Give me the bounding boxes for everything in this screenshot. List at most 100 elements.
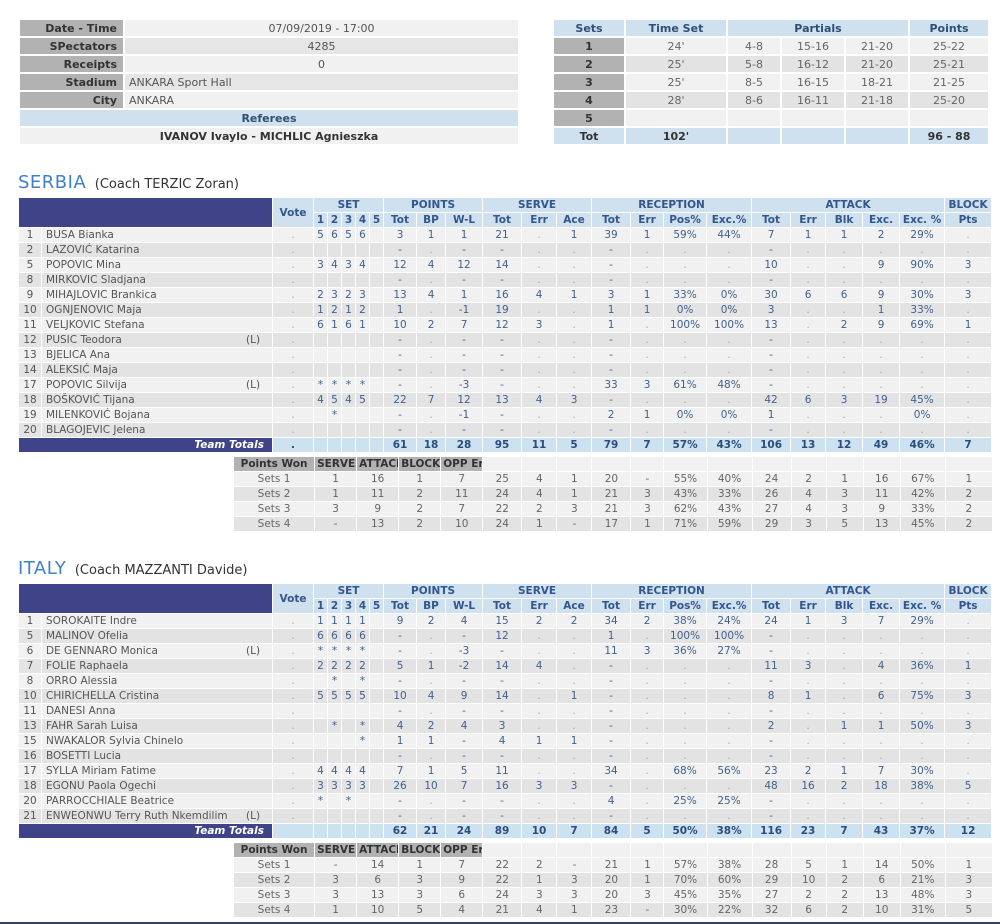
stat-cell: 2 [417,719,446,733]
stat-cell: . [900,749,945,763]
player-name-text: BOSETTI Lucia [46,750,122,762]
team-totals-stat-cell: 21 [417,824,446,838]
set-position-cell [342,809,355,823]
stat-cell: 16 [791,779,826,793]
set-position-cell: 5 [356,689,369,703]
subcolumn-header: 1 [314,213,327,227]
player-row: 1 SOROKAITE Indre. 1 1 1 1 9 2 4 15 2 2 34 2 38% 24% 24 1… [19,614,992,628]
team-totals-set-cell [356,824,369,838]
set-position-cell [342,408,355,422]
stat-cell: . [900,809,945,823]
italy-stats-body: Vote SET POINTS SERVE RECEPTION ATTACK BLOCK 1 2… [19,584,992,838]
points-won-stat-value: 1 [826,858,863,872]
stat-cell: . [826,258,863,272]
points-won-category-value: 9 [441,873,483,887]
stat-cell: - [752,333,791,347]
set-position-cell [356,408,369,422]
team-totals-stat-cell: 61 [384,438,417,452]
stat-cell: 1 [417,764,446,778]
stat-cell: . [791,303,826,317]
vote-cell: . [273,348,313,362]
stat-cell: - [446,363,483,377]
stat-cell: . [826,749,863,763]
set-points-cell: 25-21 [910,56,988,72]
player-name: LAZOVIĆ Katarina [42,243,272,257]
stat-cell: 3 [384,228,417,242]
points-won-stat-value: 35% [707,888,752,902]
set-position-cell: 1 [314,614,327,628]
set-partial-cell: 21-20 [846,38,908,54]
stat-cell: 3 [826,393,863,407]
stat-cell: . [945,408,992,422]
stat-cell: . [557,408,592,422]
stat-cell: . [863,629,900,643]
set-position-cell [356,333,369,347]
team-totals-stat-cell: 11 [522,438,557,452]
points-won-stat-value: 25 [483,472,522,486]
points-won-row: Sets 4 1 10 5 4 21 4 1 23-30% 22% 32 6 2 10 31% 5 [234,903,992,917]
set-position-cell [370,809,384,823]
player-row: 7 FOLIE Raphaela. 2 2 2 2 5 1 -2 14 4. -... 11 3. 4 36%… [19,659,992,673]
stat-cell: . [664,393,707,407]
set-points-cell: 21-25 [910,74,988,90]
stat-cell: . [522,348,557,362]
points-won-header-row: Points WonSERVEATTACKBLOCKOPP Err [234,843,992,857]
player-name-text: MALINOV Ofelia [46,630,129,642]
stat-cell: . [631,779,664,793]
points-won-stat-value: 22 [483,873,522,887]
info-value-city: ANKARA [125,92,518,108]
set-position-cell [314,423,327,437]
subcolumn-header: Err [791,213,826,227]
subcolumn-header: Err [522,213,557,227]
stat-cell: . [417,423,446,437]
points-won-stat-value: 28 [752,858,791,872]
team-totals-set-cell [356,438,369,452]
subcolumn-header: 5 [370,599,384,613]
stat-cell: . [863,378,900,392]
stat-cell: 4 [483,734,522,748]
stat-cell: 33% [664,288,707,302]
points-won-header-blank [557,843,592,857]
stat-cell: 14 [483,659,522,673]
player-name-text: CHIRICHELLA Cristina [46,690,160,702]
stat-cell: - [446,629,483,643]
set-position-cell [342,333,355,347]
stat-cell: - [592,348,631,362]
set-position-cell: 1 [342,303,355,317]
stat-cell: - [483,809,522,823]
stat-cell: . [664,674,707,688]
player-name-text: PUSIC Teodora [46,334,122,346]
stat-cell: 1 [557,734,592,748]
points-won-header-blank [707,457,752,471]
stat-cell: - [592,749,631,763]
group-header-points: POINTS [384,584,483,598]
set-position-cell: 5 [314,689,327,703]
serbia-team-link[interactable]: SERBIA [18,172,87,193]
player-number: 18 [19,393,41,407]
player-row: 21 ENWEONWU Terry Ruth Nkemdilim (L). -. - -.… [19,809,992,823]
points-won-header-blank [945,843,992,857]
stat-cell: 1 [631,303,664,317]
set-position-cell: 4 [328,764,341,778]
stat-cell: . [826,423,863,437]
stat-cell: 30 [752,288,791,302]
set-position-cell: 2 [328,303,341,317]
stat-cell: . [945,363,992,377]
set-position-cell: 3 [314,779,327,793]
points-won-stat-value: 21% [900,873,945,887]
player-row: 10 OGNJENOVIC Maja. 1 2 1 2 1. -1 19.. 1 1 0% 0% 3.. 1… [19,303,992,317]
stat-cell: 16 [483,288,522,302]
player-name-text: POPOVIC Mina [46,259,122,271]
set-position-cell [370,719,384,733]
stat-cell: . [707,749,752,763]
points-won-category-value: 5 [399,903,441,917]
points-won-header-blank [522,843,557,857]
subcolumn-header: Pts [945,213,992,227]
set-position-cell [342,243,355,257]
italy-team-link[interactable]: ITALY [18,558,67,579]
team-totals-label: Team Totals [19,438,272,452]
stat-cell: 8 [752,689,791,703]
set-position-cell [328,423,341,437]
points-won-stat-value: 9 [863,502,900,516]
stat-cell: - [446,423,483,437]
